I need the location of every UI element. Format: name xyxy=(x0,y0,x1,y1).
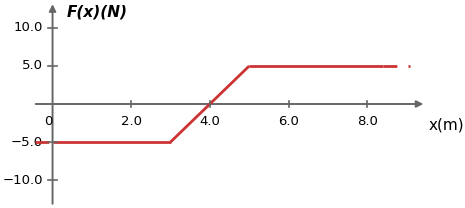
Text: 2.0: 2.0 xyxy=(121,115,142,128)
Text: 10.0: 10.0 xyxy=(13,21,43,35)
Text: −5.0: −5.0 xyxy=(11,135,43,149)
Text: 8.0: 8.0 xyxy=(357,115,378,128)
Text: −10.0: −10.0 xyxy=(2,173,43,187)
Text: 4.0: 4.0 xyxy=(199,115,220,128)
Text: 0: 0 xyxy=(44,115,53,128)
Text: F(x)(N): F(x)(N) xyxy=(66,4,127,20)
Text: 5.0: 5.0 xyxy=(22,59,43,73)
Text: x(m): x(m) xyxy=(428,118,464,133)
Text: 6.0: 6.0 xyxy=(278,115,299,128)
